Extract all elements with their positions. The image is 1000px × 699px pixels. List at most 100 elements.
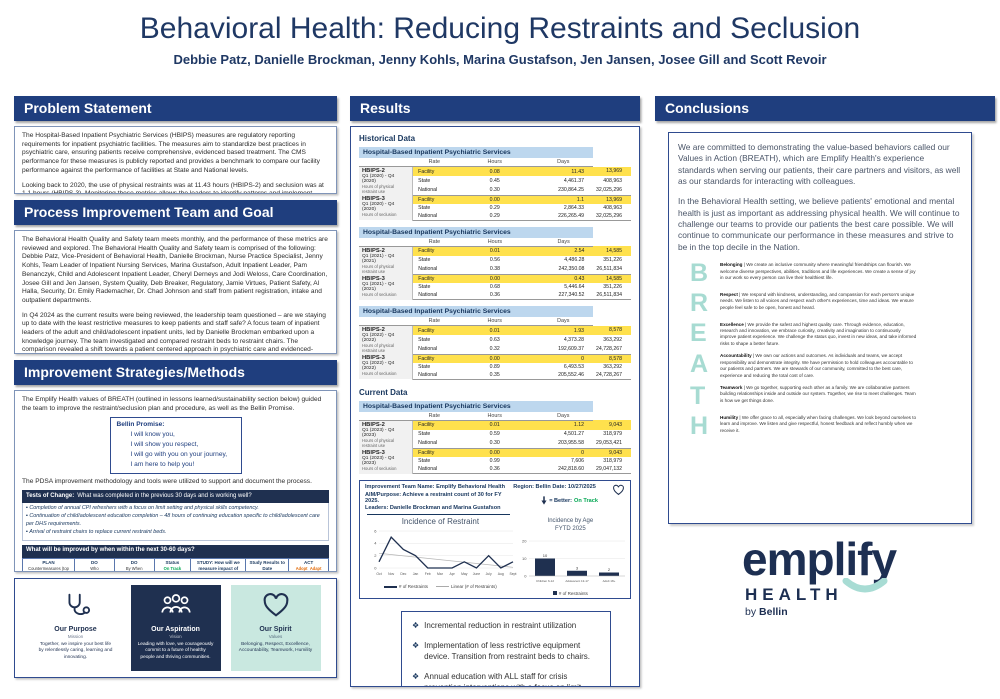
hbips-column-header-row: Rate Hours Days <box>359 158 631 167</box>
current-tables: Hospital-Based Inpatient Psychiatric Ser… <box>359 400 631 475</box>
svg-text:Mar: Mar <box>437 572 444 576</box>
breath-item: B Belonging | We create an inclusive comm… <box>690 259 962 288</box>
svg-text:July: July <box>486 572 492 576</box>
bar-chart-legend: # of Restraints <box>516 591 625 596</box>
conclusions-para-1: We are committed to demonstrating the va… <box>678 142 961 187</box>
hbips-data-row: HBIPS-3 Q1 (2020) - Q4 (2020) Hours of sec… <box>359 195 631 220</box>
card-our-purpose: Our Purpose Mission Together, we inspire… <box>30 585 121 671</box>
col-study: STUDY: How will we measure impact of cou… <box>190 557 247 571</box>
trend-line-swatch <box>436 586 450 588</box>
historical-data-label: Historical Data <box>359 134 416 143</box>
hbips-data-row: State 0.45 4,461.37 408,963 <box>418 177 622 184</box>
people-icon <box>160 594 191 613</box>
panel-header-left: Improvement Team Name: Emplify Behaviora… <box>365 484 513 513</box>
hbips-data-row: HBIPS-2 Q1 (2023) - Q4 (2023) Hours of phy… <box>359 420 631 449</box>
poster-authors: Debbie Patz, Danielle Brockman, Jenny Ko… <box>173 52 827 67</box>
hbips-data-row: National 0.36 242,818.60 29,047,132 <box>359 465 631 474</box>
card-spirit-subtitle: Values <box>268 634 283 639</box>
card-our-aspiration: Our Aspiration Vision Leading with love,… <box>130 585 221 671</box>
hbips-data-row: National 0.32 192,609.37 24,728,267 <box>359 344 631 355</box>
card-aspiration-text: Leading with love, we courageously commi… <box>137 642 214 660</box>
panel-status: On Track <box>574 497 598 504</box>
improve-30-60-band: What will be improved by when within the… <box>22 544 329 558</box>
svg-text:Nov: Nov <box>388 572 394 576</box>
breath-letter: R <box>690 288 709 317</box>
right-column: Conclusions We are committed to demonstr… <box>655 96 995 524</box>
svg-text:Dec: Dec <box>400 572 406 576</box>
svg-text:Children 6-12: Children 6-12 <box>536 579 554 583</box>
hbips-data-row: HBIPS-2 Q1 (2021) - Q4 (2021) Hours of phy… <box>359 246 631 275</box>
breath-item: R Respect | We respond with kindness, und… <box>690 288 962 317</box>
svg-text:Adult 18+: Adult 18+ <box>602 579 615 583</box>
breath-letter: B <box>690 259 709 288</box>
left-column: Problem Statement The Hospital-Based Inp… <box>14 96 337 678</box>
svg-text:10: 10 <box>543 553 548 558</box>
card-aspiration-title: Our Aspiration <box>151 626 200 633</box>
svg-text:6: 6 <box>374 528 377 533</box>
bar-chart-svg: 0 10 20 10 Children 6-12 3 Adolescent 13-17 2 Ad… <box>522 538 625 583</box>
team-goal-box: The Behavioral Health Quality and Safety… <box>14 230 337 354</box>
conclusions-box: We are committed to demonstrating the va… <box>668 132 972 524</box>
heart-icon <box>263 593 288 617</box>
breath-letter: A <box>690 350 709 379</box>
problem-para-2: Looking back to 2020, the use of physica… <box>22 181 324 194</box>
results-key-points-box: ❖ Incremental reduction in restraint util… <box>401 611 611 686</box>
methods-box: The Emplify Health values of BREATH (out… <box>14 390 337 572</box>
svg-text:20: 20 <box>522 538 527 543</box>
col-do-when: DO By When <box>113 557 155 571</box>
svg-text:4: 4 <box>374 541 377 546</box>
breath-item: E Excellence | We provide the safest and … <box>690 320 962 348</box>
hbips-title-row: Hospital-Based Inpatient Psychiatric Ser… <box>359 147 631 158</box>
improve-heading-label: What will be improved by when within the… <box>26 547 195 554</box>
svg-text:Feb: Feb <box>425 572 431 576</box>
hbips-data-row: State 0.89 6,493.53 363,292 <box>418 363 622 370</box>
restraint-line-chart: Incidence of Restraint 0 2 4 6 Oct Nov Dec Jan F… <box>365 516 516 589</box>
svg-text:10: 10 <box>522 556 527 561</box>
hbips-data-row: State 0.63 4,373.28 363,292 <box>418 336 622 343</box>
section-header-results: Results <box>350 96 640 121</box>
tests-bullet: ▪ Completion of annual CPI refreshers wi… <box>26 505 259 512</box>
team-heading-label: Process Improvement Team and Goal <box>24 204 274 220</box>
tests-heading-rest: What was completed in the previous 30 da… <box>77 492 252 499</box>
breath-text: Humility | We offer grace to all, especi… <box>720 414 917 433</box>
svg-text:Adolescent 13-17: Adolescent 13-17 <box>565 579 589 583</box>
tests-of-change-bullets: ▪ Completion of annual CPI refreshers wi… <box>22 503 329 541</box>
hbips-measure-label: HBIPS-2 Q1 (2021) - Q4 (2021) Hours of phy… <box>359 246 414 275</box>
stethoscope-icon <box>68 593 90 615</box>
panel-region-line: Region: Bellin Date: 10/27/2025 <box>513 484 596 490</box>
hbips-data-row: HBIPS-2 Q1 (2020) - Q4 (2020) Hours of phy… <box>359 166 631 195</box>
hbips-column-header-row: Rate Hours Days <box>359 237 631 247</box>
svg-text:Jan: Jan <box>413 572 419 576</box>
col-do-who: DO Who <box>74 557 115 571</box>
results-box: Historical Data Hospital-Based Inpatient… <box>350 126 640 687</box>
hbips-title-row: Hospital-Based Inpatient Psychiatric Ser… <box>359 400 631 412</box>
bellin-promise-box: Bellin Promise: I will know you, I will s… <box>109 417 242 474</box>
promise-line: I will show you respect, <box>130 441 199 448</box>
middle-column: Results Historical Data Hospital-Based I… <box>350 96 640 687</box>
bellin-promise-lines: I will know you, I will show you respect,… <box>117 430 235 470</box>
hbips-data-row: HBIPS-3 Q1 (2021) - Q4 (2021) Hours of sec… <box>359 274 631 300</box>
bar-chart-title: Incidence by Age FYTD 2025 <box>547 518 594 532</box>
breath-item: H Humility | We offer grace to all, espec… <box>690 411 962 440</box>
card-purpose-title: Our Purpose <box>54 626 97 633</box>
methods-heading-label: Improvement Strategies/Methods <box>24 364 245 380</box>
hbips-data-row: HBIPS-3 Q1 (2022) - Q4 (2022) Hours of sec… <box>359 354 631 379</box>
card-spirit-title: Our Spirit <box>259 626 292 633</box>
better-label: = Better: <box>549 497 573 504</box>
problem-para-1: The Hospital-Based Inpatient Psychiatric… <box>22 132 320 174</box>
breath-text: Respect | We respond with kindness, unde… <box>720 291 915 310</box>
series-line-swatch <box>384 585 397 588</box>
hbips-measure-label: HBIPS-3 Q1 (2021) - Q4 (2021) Hours of sec… <box>359 274 414 300</box>
panel-leaders-line: Leaders: Danielle Brockman and Marina Gu… <box>365 505 501 511</box>
svg-text:2: 2 <box>374 553 377 558</box>
breath-letter: H <box>690 411 709 440</box>
hbips-measure-label: HBIPS-3 Q1 (2023) - Q4 (2023) Hours of sec… <box>359 448 414 474</box>
hbips-data-row: National 0.29 226,265.49 32,025,296 <box>359 211 631 221</box>
hbips-data-row: State 0.59 4,501.27 318,979 <box>418 431 622 438</box>
logo-smile-icon <box>842 578 888 593</box>
results-bullet: ❖ Incremental reduction in restraint util… <box>412 621 577 630</box>
card-purpose-subtitle: Mission <box>67 634 84 639</box>
hbips-column-header-row: Rate Hours Days <box>359 317 631 326</box>
results-heading-label: Results <box>360 100 411 116</box>
